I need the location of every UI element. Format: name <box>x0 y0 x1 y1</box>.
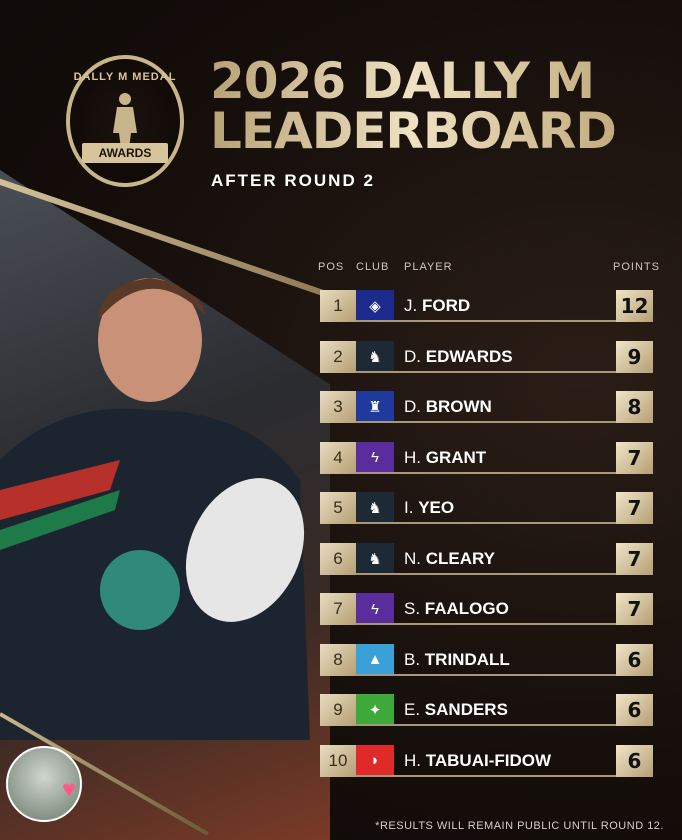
player-initial: E. <box>404 700 421 719</box>
points: 6 <box>616 744 653 777</box>
points: 8 <box>616 391 653 423</box>
player-initial: B. <box>404 649 421 669</box>
row-divider <box>356 572 617 575</box>
position: 7 <box>320 593 356 625</box>
column-header-points: POINTS <box>613 261 660 273</box>
panthers-icon: ♞ <box>356 542 394 575</box>
table-row: 7 ϟ S. FAALOGO 7 <box>320 593 653 625</box>
row-divider <box>356 774 617 777</box>
row-divider <box>356 471 617 474</box>
table-row: 3 ♜ D. BROWN 8 <box>320 391 653 423</box>
player-name: J. FORD <box>404 290 470 322</box>
knights-icon: ♜ <box>356 391 394 423</box>
row-divider <box>356 421 617 423</box>
title-line-2: LEADERBOARD <box>210 102 616 160</box>
player-surname: SANDERS <box>424 700 508 719</box>
points: 6 <box>616 694 653 726</box>
player-initial: J. <box>404 296 418 315</box>
column-header-player: PLAYER <box>404 261 453 273</box>
player-surname: EDWARDS <box>425 346 513 366</box>
points: 6 <box>616 643 653 676</box>
player-name: H. TABUAI-FIDOW <box>404 745 551 777</box>
points: 7 <box>616 593 653 625</box>
page-title: 2026 DALLY M LEADERBOARD <box>210 56 616 156</box>
position: 4 <box>320 441 356 474</box>
player-surname: GRANT <box>425 447 487 467</box>
row-divider <box>356 623 617 625</box>
player-initial: N. <box>404 548 421 568</box>
player-silhouette-icon <box>113 93 137 149</box>
warriors-icon: ◈ <box>356 290 394 322</box>
player-surname: YEO <box>418 498 455 517</box>
position: 5 <box>320 492 356 524</box>
position: 6 <box>320 542 356 575</box>
position: 8 <box>320 643 356 676</box>
player-initial: H. <box>404 447 421 467</box>
table-row: 2 ♞ D. EDWARDS 9 <box>320 340 653 373</box>
dally-m-medal-logo: DALLY M MEDAL AWARDS <box>66 55 184 187</box>
player-initial: H. <box>404 750 421 770</box>
table-row: 1 ◈ J. FORD 12 <box>320 290 653 322</box>
player-initial: D. <box>404 397 421 416</box>
position: 2 <box>320 340 356 373</box>
logo-arc-text: DALLY M MEDAL <box>73 71 177 83</box>
points: 7 <box>616 542 653 575</box>
sharks-icon: ▲ <box>356 643 394 676</box>
position: 3 <box>320 391 356 423</box>
logo-ribbon-text: AWARDS <box>82 143 168 163</box>
heart-icon: ♥ <box>62 776 77 803</box>
position: 9 <box>320 694 356 726</box>
player-surname: CLEARY <box>425 548 495 568</box>
points: 7 <box>616 441 653 474</box>
raiders-icon: ✦ <box>356 694 394 726</box>
player-name: D. EDWARDS <box>404 341 513 373</box>
storm-icon: ϟ <box>356 593 394 625</box>
avatar[interactable] <box>6 746 82 822</box>
row-divider <box>356 522 617 524</box>
row-divider <box>356 370 617 373</box>
row-divider <box>356 673 617 676</box>
player-initial: D. <box>404 346 421 366</box>
position: 1 <box>320 290 356 322</box>
player-name: I. YEO <box>404 492 454 524</box>
dolphins-icon: ◗ <box>356 744 394 777</box>
player-name: E. SANDERS <box>404 694 508 726</box>
table-row: 6 ♞ N. CLEARY 7 <box>320 542 653 575</box>
storm-icon: ϟ <box>356 441 394 474</box>
player-name: D. BROWN <box>404 391 492 423</box>
player-initial: S. <box>404 599 421 618</box>
player-surname: FORD <box>421 296 471 315</box>
row-divider <box>356 320 617 322</box>
player-name: S. FAALOGO <box>404 593 509 625</box>
table-row: 8 ▲ B. TRINDALL 6 <box>320 643 653 676</box>
player-name: H. GRANT <box>404 442 486 474</box>
panthers-icon: ♞ <box>356 340 394 373</box>
column-header-club: CLUB <box>356 261 390 273</box>
player-name: B. TRINDALL <box>404 644 510 676</box>
table-row: 9 ✦ E. SANDERS 6 <box>320 694 653 726</box>
player-surname: TRINDALL <box>424 649 510 669</box>
subtitle: AFTER ROUND 2 <box>211 171 375 190</box>
table-row: 10 ◗ H. TABUAI-FIDOW 6 <box>320 744 653 777</box>
player-surname: BROWN <box>425 397 492 416</box>
title-line-1: 2026 DALLY M <box>210 52 595 110</box>
row-divider <box>356 724 617 726</box>
player-initial: I. <box>404 498 414 517</box>
points: 12 <box>616 290 653 322</box>
footer-note: *RESULTS WILL REMAIN PUBLIC UNTIL ROUND … <box>375 820 664 832</box>
player-surname: TABUAI-FIDOW <box>425 750 552 770</box>
points: 7 <box>616 492 653 524</box>
player-name: N. CLEARY <box>404 543 495 575</box>
points: 9 <box>616 340 653 373</box>
player-surname: FAALOGO <box>424 599 509 618</box>
panthers-icon: ♞ <box>356 492 394 524</box>
column-header-pos: POS <box>318 261 345 273</box>
position: 10 <box>320 744 356 777</box>
table-row: 5 ♞ I. YEO 7 <box>320 492 653 524</box>
table-row: 4 ϟ H. GRANT 7 <box>320 441 653 474</box>
